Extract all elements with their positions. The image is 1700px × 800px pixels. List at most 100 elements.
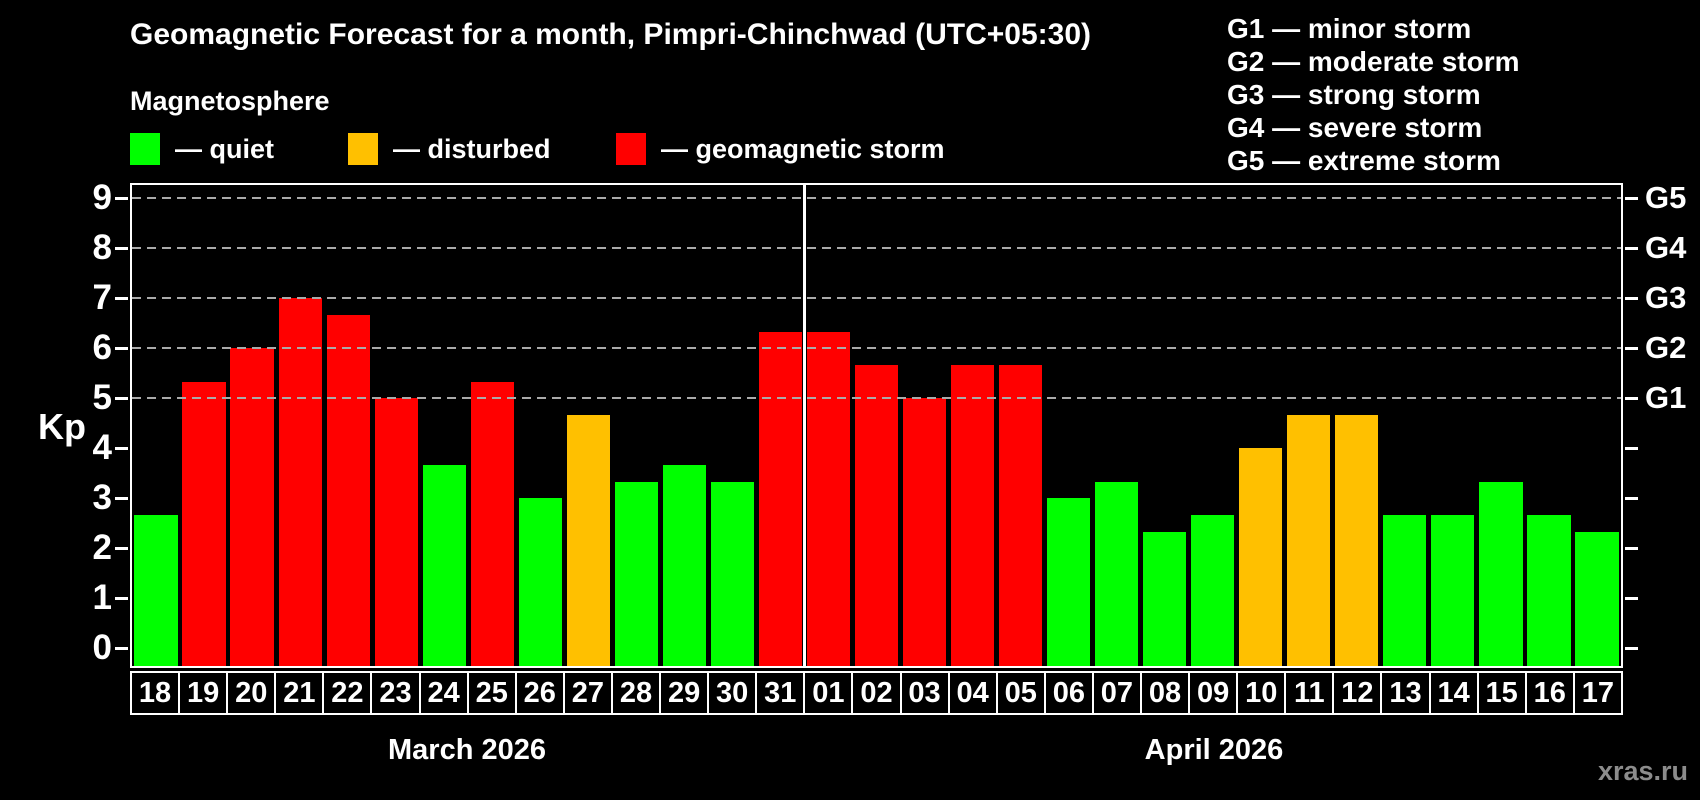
date-cell-11: 11 — [1286, 673, 1335, 713]
bar-slot-01 — [804, 185, 852, 666]
kp-bar-day-20 — [230, 348, 274, 666]
storm-color-swatch — [616, 133, 646, 165]
bar-slot-12 — [1333, 185, 1381, 666]
date-cell-04: 04 — [950, 673, 998, 713]
bar-slot-19 — [180, 185, 228, 666]
y-tick-left-0 — [115, 646, 128, 650]
g1-legend-line: G1 — minor storm — [1227, 13, 1472, 44]
kp-bar-day-11 — [1287, 414, 1331, 666]
date-cell-17: 17 — [1581, 676, 1614, 709]
date-cell-25: 25 — [469, 673, 517, 713]
bar-slot-07 — [1093, 185, 1141, 666]
date-cell-31: 31 — [757, 673, 806, 713]
right-axis-label-g4: G4 — [1645, 230, 1687, 265]
bar-slot-10 — [1237, 185, 1285, 666]
month-label-march: March 2026 — [388, 734, 546, 766]
bar-slot-28 — [612, 185, 660, 666]
y-tick-right-1 — [1625, 596, 1638, 600]
date-cell-12: 12 — [1334, 673, 1383, 713]
date-axis-row: 18 19 20 21 22 23 24 25 26 27 28 29 30 31 01 02 03 04 05 06… — [130, 671, 1623, 715]
legend-item-quiet: — quiet — [130, 131, 274, 167]
y-tick-label-3: 3 — [92, 478, 112, 517]
right-axis-label-g1: G1 — [1645, 380, 1687, 415]
date-cell-22: 22 — [324, 673, 373, 713]
bar-slot-15 — [1477, 185, 1525, 666]
y-tick-left-4 — [115, 446, 128, 450]
g3-legend-line: G3 — strong storm — [1227, 79, 1481, 110]
y-tick-label-1: 1 — [92, 578, 112, 617]
bar-slot-22 — [324, 185, 372, 666]
bar-slot-17 — [1573, 185, 1621, 666]
kp-bar-day-22 — [326, 314, 370, 666]
date-cell-23: 23 — [372, 673, 421, 713]
y-tick-left-6 — [115, 346, 128, 350]
date-cell-03: 03 — [902, 673, 950, 713]
kp-bar-day-19 — [182, 381, 226, 666]
legend-item-storm: — geomagnetic storm — [616, 131, 945, 167]
bar-slot-21 — [276, 185, 324, 666]
kp-bar-day-26 — [518, 498, 562, 666]
date-cell-27: 27 — [565, 673, 613, 713]
y-tick-label-2: 2 — [92, 528, 112, 567]
month-separator-line — [802, 185, 806, 666]
kp-bar-day-13 — [1383, 514, 1427, 666]
kp-bar-day-03 — [902, 398, 947, 666]
date-cell-09: 09 — [1190, 673, 1239, 713]
y-axis-label: Kp — [38, 406, 86, 447]
bar-slot-20 — [228, 185, 276, 666]
y-tick-right-3 — [1625, 496, 1638, 500]
chart-subtitle: Magnetosphere — [130, 86, 330, 116]
date-cell-07: 07 — [1094, 673, 1142, 713]
kp-bar-day-15 — [1479, 481, 1523, 666]
storm-legend-label: — geomagnetic storm — [661, 133, 945, 164]
y-tick-label-6: 6 — [92, 328, 112, 367]
y-tick-right-5 — [1625, 396, 1638, 400]
date-cell-10: 10 — [1238, 673, 1287, 713]
date-cell-18: 18 — [132, 673, 181, 713]
bar-slot-23 — [372, 185, 420, 666]
y-tick-left-5 — [115, 396, 128, 400]
chart-title: Geomagnetic Forecast for a month, Pimpri… — [130, 18, 1091, 51]
bars-row — [132, 185, 1621, 666]
y-tick-left-8 — [115, 246, 128, 250]
bar-slot-30 — [708, 185, 756, 666]
kp-bar-day-25 — [470, 381, 514, 666]
gridline-kp-6 — [132, 347, 1621, 349]
kp-bar-day-31 — [758, 331, 803, 666]
bar-slot-05 — [997, 185, 1045, 666]
y-tick-right-8 — [1625, 246, 1638, 250]
kp-bar-day-17 — [1575, 531, 1619, 666]
y-tick-left-2 — [115, 546, 128, 550]
y-tick-label-0: 0 — [92, 628, 112, 667]
g2-legend-line: G2 — moderate storm — [1227, 46, 1520, 77]
kp-bar-day-04 — [950, 364, 995, 666]
month-label-april: April 2026 — [1144, 734, 1284, 766]
bar-slot-26 — [516, 185, 564, 666]
date-cell-14: 14 — [1431, 673, 1479, 713]
bar-slot-16 — [1525, 185, 1573, 666]
kp-bar-day-29 — [662, 464, 706, 666]
date-cell-06: 06 — [1046, 673, 1094, 713]
date-cell-02: 02 — [853, 673, 902, 713]
date-cell-01: 01 — [805, 673, 854, 713]
kp-bar-day-16 — [1527, 514, 1571, 666]
kp-bar-day-07 — [1095, 481, 1139, 666]
bar-slot-03 — [901, 185, 949, 666]
date-cell-28: 28 — [613, 673, 662, 713]
date-cell-15: 15 — [1479, 673, 1527, 713]
g4-legend-line: G4 — severe storm — [1227, 112, 1483, 143]
g-scale-legend: G1 — minor storm G2 — moderate storm G3 … — [1227, 12, 1520, 177]
right-axis-label-g2: G2 — [1645, 330, 1687, 365]
y-tick-right-4 — [1625, 446, 1638, 450]
bar-slot-18 — [132, 185, 180, 666]
y-tick-label-5: 5 — [92, 378, 112, 417]
date-cell-08: 08 — [1142, 673, 1191, 713]
bar-slot-04 — [949, 185, 997, 666]
y-tick-label-7: 7 — [92, 278, 112, 317]
bar-slot-31 — [756, 185, 804, 666]
bar-slot-25 — [468, 185, 516, 666]
watermark: xras.ru — [1597, 756, 1688, 786]
y-tick-label-8: 8 — [92, 228, 112, 267]
bar-slot-08 — [1141, 185, 1189, 666]
bar-slot-14 — [1429, 185, 1477, 666]
